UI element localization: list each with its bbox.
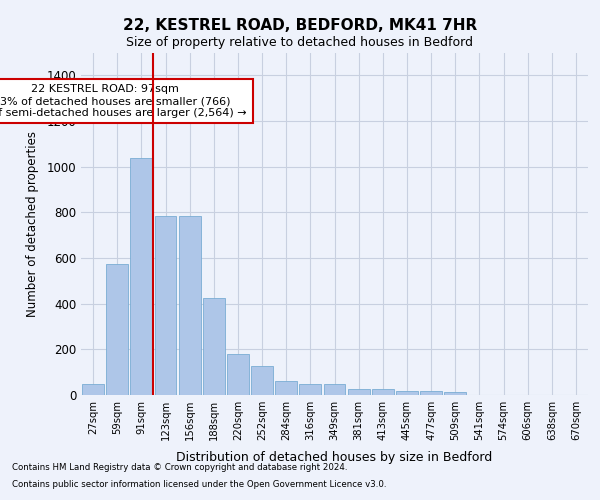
- Bar: [155, 216, 176, 395]
- Y-axis label: Number of detached properties: Number of detached properties: [26, 130, 40, 317]
- Bar: [323, 384, 346, 395]
- Bar: [372, 388, 394, 395]
- Bar: [179, 216, 200, 395]
- Text: Size of property relative to detached houses in Bedford: Size of property relative to detached ho…: [127, 36, 473, 49]
- Bar: [275, 380, 297, 395]
- Bar: [106, 264, 128, 395]
- Bar: [445, 392, 466, 395]
- Bar: [251, 366, 273, 395]
- Bar: [420, 391, 442, 395]
- Bar: [396, 391, 418, 395]
- Bar: [82, 384, 104, 395]
- Text: Contains HM Land Registry data © Crown copyright and database right 2024.: Contains HM Land Registry data © Crown c…: [12, 464, 347, 472]
- Bar: [299, 384, 321, 395]
- Bar: [348, 388, 370, 395]
- Text: Contains public sector information licensed under the Open Government Licence v3: Contains public sector information licen…: [12, 480, 386, 489]
- Text: 22 KESTREL ROAD: 97sqm
← 23% of detached houses are smaller (766)
77% of semi-de: 22 KESTREL ROAD: 97sqm ← 23% of detached…: [0, 84, 247, 117]
- Bar: [130, 158, 152, 395]
- Bar: [227, 354, 249, 395]
- Text: 22, KESTREL ROAD, BEDFORD, MK41 7HR: 22, KESTREL ROAD, BEDFORD, MK41 7HR: [123, 18, 477, 32]
- X-axis label: Distribution of detached houses by size in Bedford: Distribution of detached houses by size …: [176, 452, 493, 464]
- Bar: [203, 298, 224, 395]
